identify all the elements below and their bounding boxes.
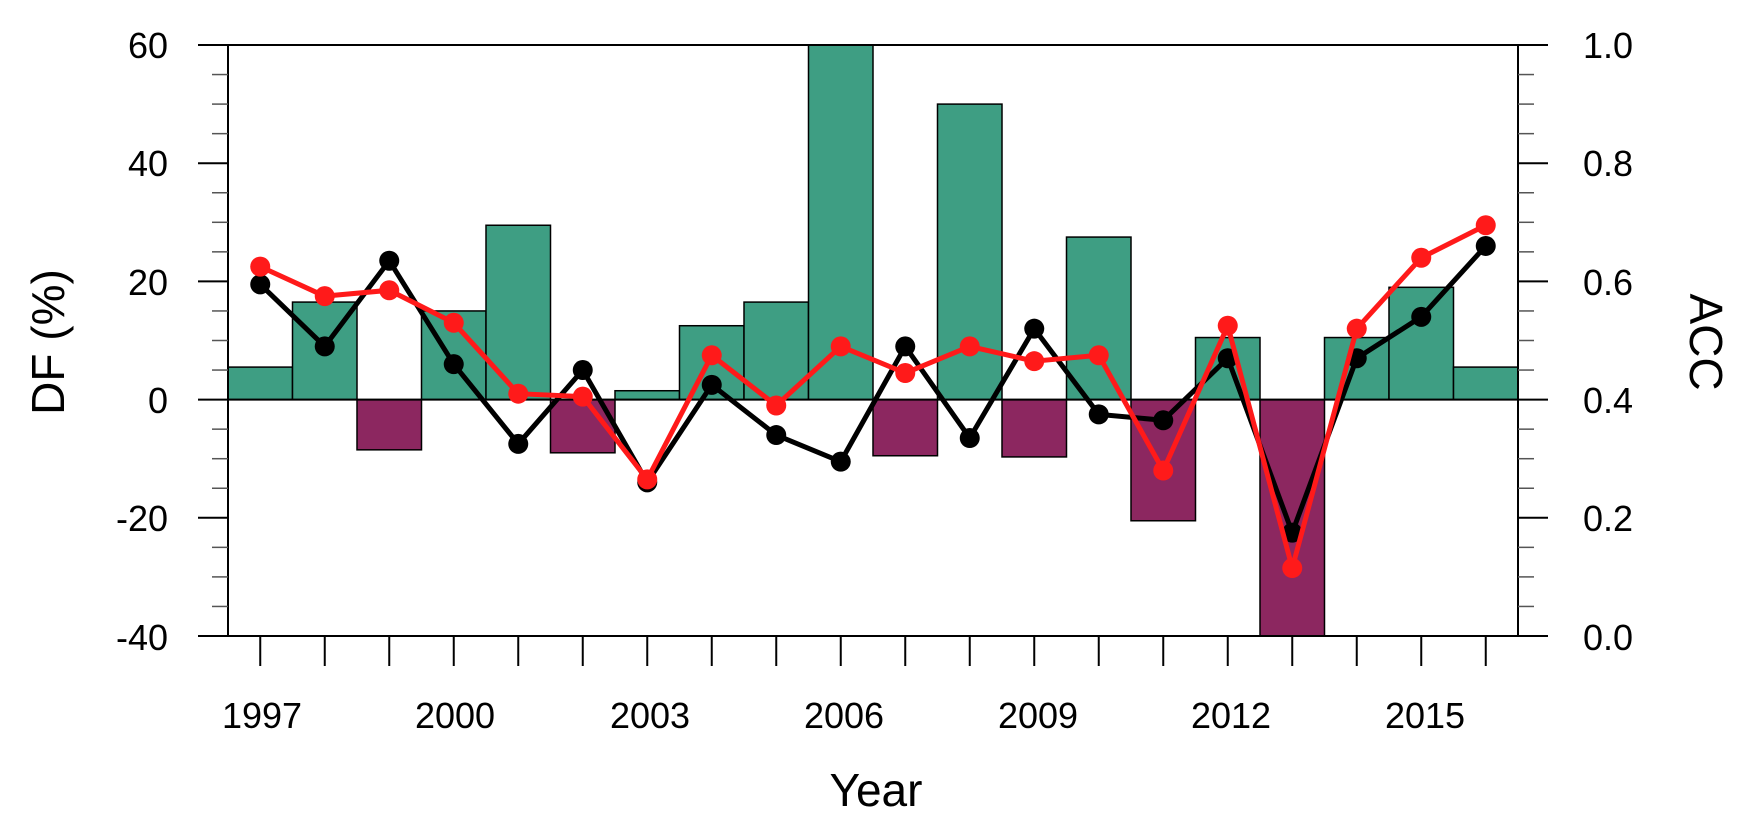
acc-point xyxy=(508,383,529,404)
acc-point xyxy=(314,336,335,357)
y-right-tick-label: 0.4 xyxy=(1583,380,1633,421)
acc-point xyxy=(1088,345,1109,366)
x-tick-label: 2009 xyxy=(998,695,1078,736)
acc-point xyxy=(1153,460,1174,481)
acc-point xyxy=(830,451,851,472)
acc-point xyxy=(250,256,271,277)
y-left-tick-label: 60 xyxy=(128,25,168,66)
df-bar xyxy=(227,366,294,401)
acc-series-1 xyxy=(250,215,1496,579)
acc-point xyxy=(1088,404,1109,425)
df-bar xyxy=(485,224,552,401)
df-bar xyxy=(1388,286,1455,401)
x-tick-label: 2000 xyxy=(415,695,495,736)
df-bar xyxy=(1065,236,1132,401)
df-bar xyxy=(356,398,423,451)
acc-line xyxy=(258,244,1488,536)
bars-layer xyxy=(227,44,1519,637)
acc-point xyxy=(572,386,593,407)
df-bar xyxy=(872,398,939,457)
df-bar xyxy=(1001,398,1068,458)
y-right-tick-label: 1.0 xyxy=(1583,25,1633,66)
x-tick-label: 2015 xyxy=(1385,695,1465,736)
acc-point xyxy=(637,469,658,490)
acc-point xyxy=(250,274,271,295)
df-bar xyxy=(614,389,681,401)
y-left-axis-title: DF (%) xyxy=(22,269,74,415)
x-tick-label: 2012 xyxy=(1191,695,1271,736)
x-tick-labels: 1997 2000 2003 2006 2009 2012 2015 xyxy=(222,695,1465,736)
acc-point xyxy=(1411,247,1432,268)
acc-point xyxy=(1024,318,1045,339)
x-axis-title: Year xyxy=(830,764,923,816)
acc-point xyxy=(572,360,593,381)
x-tick-label: 2003 xyxy=(610,695,690,736)
x-tick-label: 1997 xyxy=(222,695,302,736)
axes-layer xyxy=(198,44,1548,666)
y-left-tick-labels: 60 40 20 0 -20 -40 xyxy=(116,25,168,658)
y-left-tick-label: 40 xyxy=(128,143,168,184)
df-bar xyxy=(1259,398,1326,637)
df-bar xyxy=(1194,336,1261,401)
acc-point xyxy=(1475,235,1496,256)
acc-point xyxy=(895,363,916,384)
y-left-tick-label: 0 xyxy=(148,380,168,421)
y-right-tick-label: 0.6 xyxy=(1583,262,1633,303)
df-bar xyxy=(1323,336,1390,401)
acc-point xyxy=(443,312,464,333)
y-left-tick-label: -20 xyxy=(116,498,168,539)
acc-point xyxy=(1024,351,1045,372)
y-right-tick-label: 0.0 xyxy=(1583,617,1633,658)
acc-point xyxy=(766,425,787,446)
y-right-axis-title: ACC xyxy=(1680,293,1732,390)
acc-point xyxy=(314,286,335,307)
acc-point xyxy=(1282,522,1303,543)
acc-point xyxy=(830,336,851,357)
acc-point xyxy=(701,345,722,366)
y-left-tick-label: 20 xyxy=(128,262,168,303)
x-tick-label: 2006 xyxy=(804,695,884,736)
acc-point xyxy=(1346,318,1367,339)
acc-point xyxy=(959,428,980,449)
lines-layer xyxy=(250,215,1496,579)
acc-point xyxy=(379,250,400,271)
acc-line xyxy=(259,223,1487,571)
acc-point xyxy=(701,374,722,395)
acc-point xyxy=(959,336,980,357)
acc-point xyxy=(1411,306,1432,327)
y-right-tick-labels: 1.0 0.8 0.6 0.4 0.2 0.0 xyxy=(1583,25,1633,658)
acc-point xyxy=(508,433,529,454)
acc-point xyxy=(895,336,916,357)
acc-point xyxy=(379,280,400,301)
y-left-tick-label: -40 xyxy=(116,617,168,658)
acc-point xyxy=(1153,410,1174,431)
y-right-tick-label: 0.2 xyxy=(1583,498,1633,539)
acc-point xyxy=(1475,215,1496,236)
acc-point xyxy=(766,395,787,416)
acc-point xyxy=(1217,315,1238,336)
acc-point xyxy=(443,354,464,375)
acc-point xyxy=(1282,558,1303,579)
df-bar xyxy=(1452,366,1519,401)
y-right-tick-label: 0.8 xyxy=(1583,143,1633,184)
